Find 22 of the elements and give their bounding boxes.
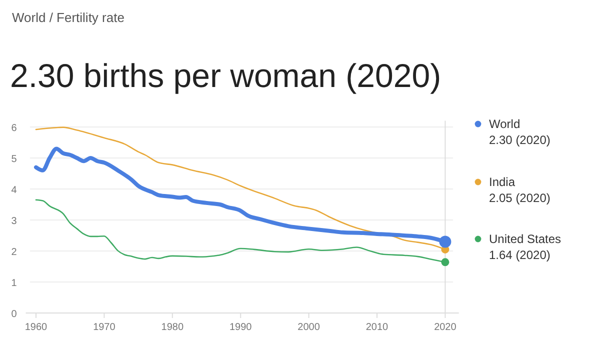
y-tick-label: 2 <box>11 247 18 258</box>
x-tick-label: 1990 <box>229 322 252 333</box>
text: 1.64 (2020) <box>489 248 550 262</box>
chart-subtitle: World / Fertility rate <box>12 10 124 25</box>
x-tick-label: 2000 <box>298 322 320 333</box>
x-tick-label: 2020 <box>434 322 457 333</box>
y-tick-label: 3 <box>11 216 18 227</box>
x-tick-label: 2010 <box>366 322 389 333</box>
text: 2.30 (2020) <box>489 133 550 147</box>
y-tick-label: 6 <box>11 123 18 134</box>
legend-label: India <box>489 175 516 189</box>
legend-label: United States <box>489 232 562 246</box>
y-tick-label: 4 <box>11 185 18 196</box>
y-tick-label: 0 <box>11 309 18 320</box>
x-tick-label: 1960 <box>24 322 48 333</box>
text: 2.05 (2020) <box>489 191 550 205</box>
chart-title: 2.30 births per woman (2020) <box>10 57 442 94</box>
x-tick-label: 1980 <box>161 322 184 333</box>
legend-label: World <box>489 117 520 131</box>
y-tick-label: 1 <box>11 278 18 289</box>
x-tick-label: 1970 <box>93 322 116 333</box>
y-tick-label: 5 <box>11 154 18 165</box>
